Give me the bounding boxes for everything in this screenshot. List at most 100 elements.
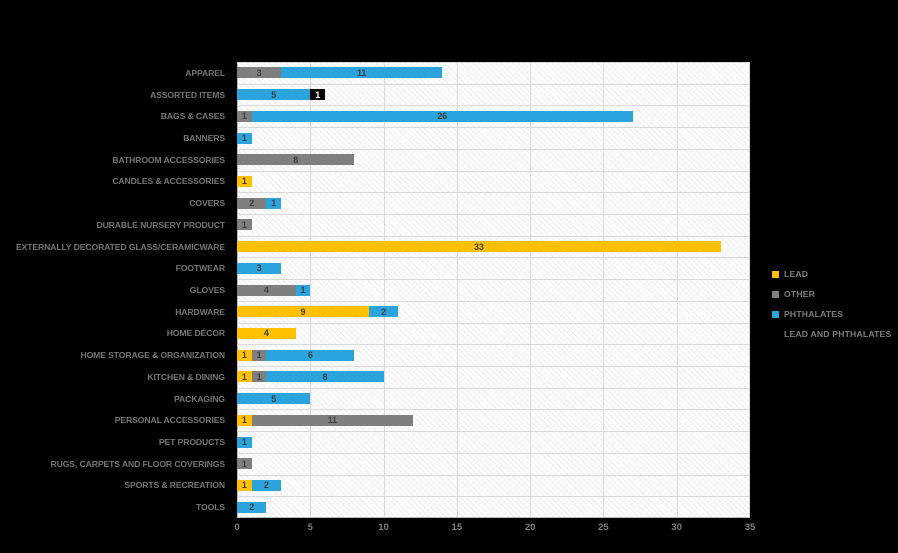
- data-label: 11: [357, 67, 367, 78]
- bar-segment-lead: 1: [237, 349, 252, 361]
- data-label: 1: [241, 111, 247, 122]
- gridline-row: [237, 84, 750, 85]
- bar-pet-products: 1: [237, 436, 750, 448]
- bar-segment-other: 1: [237, 110, 252, 122]
- gridline-row: [237, 149, 750, 150]
- bar-segment-phthalates: 1: [295, 284, 311, 296]
- bar-segment-phthalates: 2: [368, 306, 399, 318]
- gridline-row: [237, 431, 750, 432]
- category-label-candles-accessories: CANDLES & ACCESSORIES: [112, 176, 225, 187]
- bar-segment-other: 4: [237, 284, 296, 296]
- data-label: 1: [241, 371, 247, 382]
- gridline-x-15: [456, 62, 458, 518]
- bar-segment-lead: 1: [237, 479, 252, 491]
- gridline-row: [237, 127, 750, 128]
- category-label-tools: TOOLS: [196, 502, 225, 513]
- legend-label-lead: LEAD: [784, 269, 809, 279]
- bar-segment-other: 3: [237, 67, 281, 79]
- gridline-row: [237, 496, 750, 497]
- gridline-row: [237, 301, 750, 302]
- legend-swatch-other: [772, 290, 779, 298]
- bar-segment-lead-and-phthalates: 1: [310, 89, 325, 101]
- gridline-row: [237, 388, 750, 389]
- bar-segment-phthalates: 26: [251, 110, 633, 122]
- bar-segment-phthalates: 5: [237, 393, 311, 405]
- category-label-personal-accessories: PERSONAL ACCESSORIES: [114, 415, 225, 426]
- data-label: 1: [300, 285, 306, 295]
- gridline-row: [237, 171, 750, 172]
- data-label: 1: [241, 480, 247, 491]
- category-label-footwear: FOOTWEAR: [175, 263, 225, 274]
- gridline-row: [237, 366, 750, 367]
- x-tick-label-10: 10: [378, 522, 389, 533]
- bar-footwear: 3: [237, 262, 750, 274]
- bar-candles-accessories: 1: [237, 175, 750, 187]
- data-label: 8: [293, 154, 299, 165]
- bar-segment-lead: 9: [237, 306, 369, 318]
- gridline-x-5: [310, 62, 312, 518]
- bar-segment-phthalates: 5: [237, 89, 311, 101]
- bar-segment-phthalates: 1: [237, 132, 252, 144]
- bar-segment-other: 8: [237, 154, 355, 166]
- bar-apparel: 3 11: [237, 67, 750, 79]
- bar-segment-other: 2: [237, 197, 267, 209]
- data-label: 2: [381, 306, 386, 317]
- data-label: 1: [241, 219, 247, 230]
- bar-segment-phthalates: 1: [266, 197, 281, 209]
- gridline-row: [237, 344, 750, 345]
- bar-segment-phthalates: 8: [266, 371, 384, 383]
- bar-tools: 2: [237, 501, 750, 513]
- category-label-kitchen-dining: KITCHEN & DINING: [147, 371, 225, 382]
- legend-item-lead: LEAD: [772, 264, 891, 284]
- bar-bags-cases: 1 26: [237, 110, 750, 122]
- legend-item-other: OTHER: [772, 284, 891, 304]
- data-label: 1: [256, 350, 262, 361]
- data-label: 5: [271, 89, 277, 100]
- data-label: 1: [271, 198, 277, 209]
- bar-segment-other: 11: [251, 414, 413, 426]
- bar-segment-phthalates: 2: [237, 501, 267, 513]
- category-label-rugs-carpets-and-floor-coverings: RUGS, CARPETS AND FLOOR COVERINGS: [50, 458, 226, 469]
- category-label-durable-nursery-product: DURABLE NURSERY PRODUCT: [96, 219, 225, 230]
- gridline-row: [237, 192, 750, 193]
- bar-packaging: 5: [237, 393, 750, 405]
- bar-rugs-carpets-and-floor-coverings: 1: [237, 458, 750, 470]
- data-label: 1: [256, 371, 262, 382]
- bar-durable-nursery-product: 1: [237, 219, 750, 231]
- bar-segment-lead: 1: [237, 414, 252, 426]
- bar-segment-other: 1: [251, 349, 267, 361]
- x-axis-line: [237, 517, 750, 518]
- gridline-row: [237, 236, 750, 237]
- x-tick-label-15: 15: [451, 522, 463, 533]
- legend-label-other: OTHER: [784, 289, 816, 299]
- data-label: 1: [241, 437, 247, 447]
- gridline-row: [237, 323, 750, 324]
- x-tick-label-5: 5: [307, 522, 313, 533]
- data-label: 1: [241, 458, 247, 469]
- legend-swatch-phthalates: [772, 310, 779, 318]
- gridline-row: [237, 475, 750, 476]
- legend: LEAD OTHER PHTHALATES LEAD AND PHTHALATES: [772, 264, 891, 344]
- data-label: 2: [249, 198, 255, 209]
- gridline-row: [237, 214, 750, 215]
- bar-home-d-cor: 4: [237, 327, 750, 339]
- data-label: 5: [271, 393, 277, 404]
- x-tick-label-20: 20: [524, 522, 536, 533]
- legend-swatch-lead-and-phthalates: [772, 330, 779, 338]
- bar-segment-other: 1: [251, 371, 267, 383]
- x-tick-label-35: 35: [744, 522, 756, 533]
- category-label-gloves: GLOVES: [189, 284, 225, 295]
- legend-item-phthalates: PHTHALATES: [772, 304, 891, 324]
- gridline-x-25: [603, 62, 605, 518]
- category-label-home-d-cor: HOME DÉCOR: [166, 328, 225, 339]
- gridline-row: [237, 105, 750, 106]
- bar-segment-phthalates: 6: [266, 349, 355, 361]
- legend-swatch-lead: [772, 270, 779, 278]
- data-label: 3: [256, 67, 262, 78]
